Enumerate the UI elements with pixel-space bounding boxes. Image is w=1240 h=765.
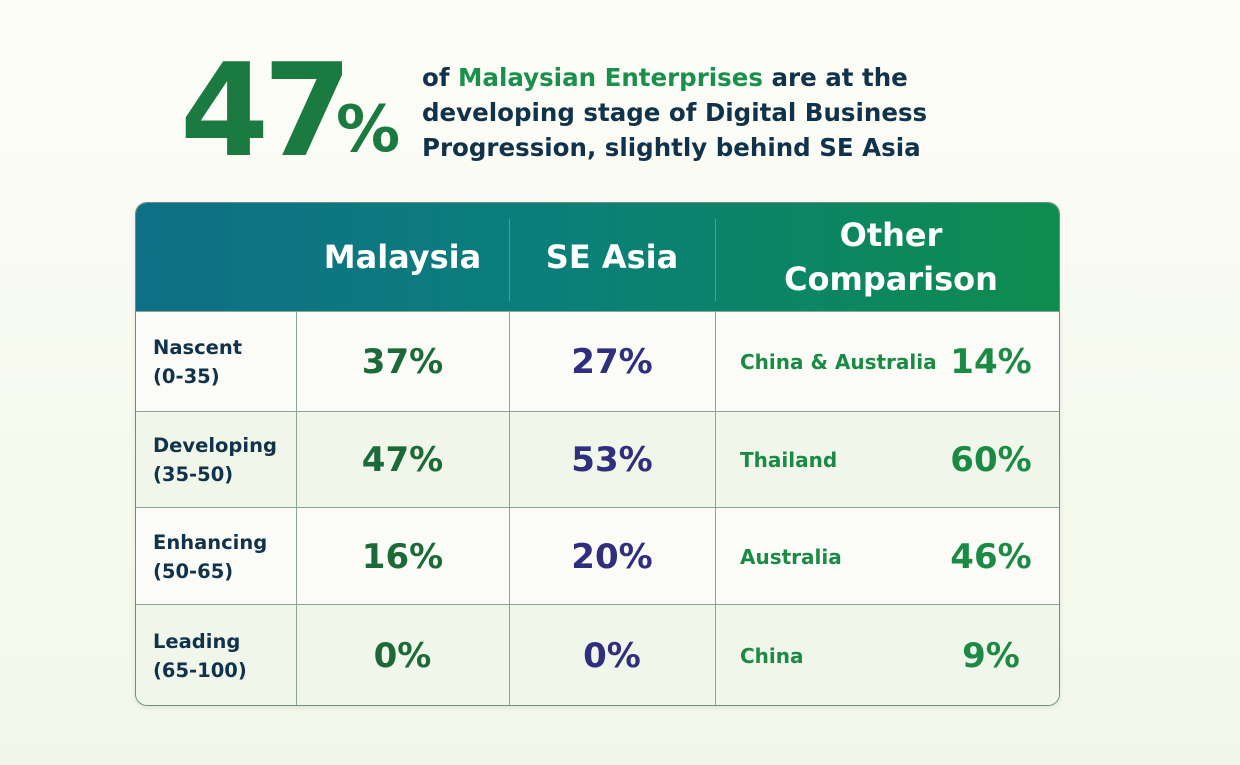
level-label: Leading (65-100)	[153, 605, 303, 705]
se-asia-value: 0%	[583, 635, 641, 676]
header-divider	[715, 219, 716, 301]
headline-text: of Malaysian Enterprises are at the deve…	[422, 60, 1042, 165]
table-header: Malaysia SE Asia Other Comparison	[136, 203, 1059, 311]
column-divider	[296, 311, 297, 705]
table-row: Leading (65-100) 0% 0% China 9%	[136, 604, 1059, 705]
se-asia-value: 53%	[571, 440, 653, 480]
malaysia-value: 37%	[361, 342, 444, 382]
headline-prefix: of	[422, 63, 459, 92]
table-row: Enhancing (50-65) 16% 20% Australia 46%	[136, 507, 1059, 605]
header-other-comparison: Other Comparison	[784, 216, 998, 298]
headline-percent-sign: %	[336, 93, 401, 167]
other-comparison-name: Thailand	[740, 448, 838, 472]
level-label: Nascent (0-35)	[153, 312, 303, 412]
table-row: Developing (35-50) 47% 53% Thailand 60%	[136, 411, 1059, 508]
other-comparison-value: 60%	[950, 440, 1032, 480]
headline-number: 47	[180, 37, 352, 186]
level-name: Enhancing	[153, 530, 268, 554]
level-label: Developing (35-50)	[153, 412, 303, 508]
level-name: Nascent	[153, 336, 243, 359]
level-label: Enhancing (50-65)	[153, 508, 303, 605]
other-comparison-value: 14%	[950, 342, 1032, 382]
malaysia-value: 16%	[361, 536, 444, 577]
header-malaysia: Malaysia	[323, 238, 482, 276]
level-range: (50-65)	[153, 559, 234, 583]
other-comparison-value: 9%	[962, 635, 1020, 676]
table-row: Nascent (0-35) 37% 27% China & Australia 14%	[136, 311, 1059, 412]
other-comparison-name: China & Australia	[740, 350, 937, 374]
level-name: Developing	[153, 434, 277, 457]
header-level	[136, 203, 296, 311]
se-asia-value: 20%	[571, 536, 653, 577]
other-comparison-value: 46%	[950, 536, 1032, 577]
level-range: (35-50)	[153, 463, 234, 486]
level-range: (0-35)	[153, 365, 220, 388]
other-comparison-name: Australia	[740, 544, 842, 569]
header-divider	[509, 219, 510, 301]
headline-highlight: Malaysian Enterprises	[458, 63, 763, 92]
column-divider	[715, 311, 716, 705]
headline: 47 % of Malaysian Enterprises are at the…	[180, 48, 1040, 178]
malaysia-value: 47%	[361, 440, 444, 480]
comparison-table: Malaysia SE Asia Other Comparison Nascen…	[135, 202, 1060, 706]
se-asia-value: 27%	[571, 342, 653, 382]
column-divider	[509, 311, 510, 705]
level-name: Leading	[153, 629, 241, 653]
header-se-asia: SE Asia	[545, 238, 679, 276]
malaysia-value: 0%	[373, 635, 432, 676]
headline-suffix: are at the developing stage of Digital B…	[422, 63, 928, 162]
other-comparison-name: China	[740, 643, 804, 668]
level-range: (65-100)	[153, 658, 247, 682]
